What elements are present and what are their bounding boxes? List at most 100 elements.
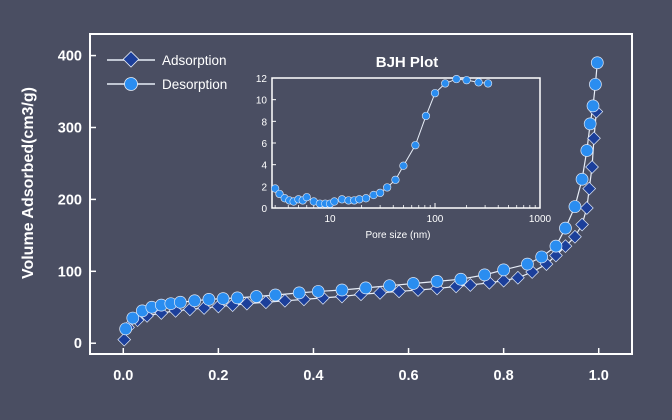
inset-point <box>391 175 400 184</box>
adsorption-point <box>259 295 273 310</box>
adsorption-point <box>373 286 387 300</box>
x-tick-label: 0.4 <box>303 368 323 384</box>
legend: Adsorption Desorption <box>107 50 227 92</box>
desorption-point <box>292 286 306 300</box>
desorption-point <box>535 250 549 264</box>
legend-item-adsorption: Adsorption <box>107 50 227 68</box>
desorption-point <box>231 291 244 305</box>
legend-item-desorption: Desorption <box>107 77 227 92</box>
inset-series <box>271 74 493 208</box>
desorption-point <box>250 290 263 303</box>
inset-point <box>452 74 461 84</box>
desorption-point <box>454 272 468 286</box>
desorption-point <box>359 281 373 295</box>
inset-plot: BJH Plot 10 100 1000 0 2 4 6 8 10 12 Pore size (n… <box>256 54 552 241</box>
inset-point <box>275 189 284 199</box>
inset-point <box>271 184 280 193</box>
legend-label-desorption: Desorption <box>162 77 227 92</box>
desorption-point <box>568 200 582 213</box>
inset-y-tick-label: 8 <box>261 117 267 128</box>
inset-point <box>441 79 450 88</box>
legend-label-adsorption: Adsorption <box>162 53 227 68</box>
desorption-point <box>119 322 133 336</box>
inset-y-tick-label: 10 <box>256 96 268 107</box>
inset-point <box>483 79 493 88</box>
inset-y-tick-label: 0 <box>261 204 267 215</box>
desorption-point <box>188 294 201 308</box>
diamond-marker-icon <box>122 50 140 68</box>
adsorption-point <box>558 239 573 253</box>
desorption-point <box>590 56 604 70</box>
adsorption-point <box>568 229 582 244</box>
desorption-point <box>589 77 602 91</box>
y-axis-label: Volume Adsorbed(cm3/g) <box>20 87 37 279</box>
desorption-point <box>269 288 282 302</box>
circle-marker-icon <box>124 77 138 91</box>
inset-point <box>355 195 364 204</box>
y-tick-label: 100 <box>58 264 82 280</box>
inset-y-tick-label: 6 <box>261 139 267 150</box>
desorption-point <box>335 283 349 297</box>
inset-y-tick-label: 4 <box>261 161 267 172</box>
inset-axes: 10 100 1000 0 2 4 6 8 10 12 <box>256 74 552 225</box>
inset-point <box>302 193 311 202</box>
desorption-point <box>575 172 589 186</box>
inset-x-tick-label: 100 <box>427 214 444 225</box>
adsorption-point <box>511 270 525 285</box>
inset-point <box>411 141 420 150</box>
inset-point <box>361 194 371 203</box>
desorption-point <box>126 311 140 325</box>
inset-point <box>474 78 483 87</box>
inset-x-axis-label: Pore size (nm) <box>365 230 430 241</box>
adsorption-point <box>582 181 597 196</box>
inset-y-tick-label: 12 <box>256 74 268 85</box>
inset-point <box>383 183 392 192</box>
desorption-point <box>586 99 600 113</box>
y-tick-label: 400 <box>58 49 82 65</box>
adsorption-point <box>117 332 132 347</box>
adsorption-point <box>579 201 594 215</box>
desorption-point <box>173 295 187 309</box>
desorption-point <box>559 221 572 235</box>
desorption-point <box>583 117 597 131</box>
desorption-point <box>383 279 396 293</box>
desorption-point <box>580 144 594 157</box>
x-tick-label: 0.0 <box>113 368 133 384</box>
adsorption-point <box>392 284 406 299</box>
y-tick-label: 0 <box>74 336 82 352</box>
inset-point <box>430 89 440 98</box>
desorption-point <box>311 285 325 298</box>
y-tick-label: 200 <box>58 192 82 208</box>
inset-point <box>421 111 431 121</box>
inset-plot-frame <box>271 77 541 209</box>
inset-point <box>330 197 339 206</box>
desorption-point <box>216 292 230 305</box>
desorption-point <box>202 292 216 306</box>
desorption-point <box>497 263 510 277</box>
desorption-point <box>521 257 534 271</box>
inset-point <box>399 161 408 170</box>
inset-point <box>376 188 385 197</box>
inset-x-tick-label: 1000 <box>529 214 552 225</box>
inset-series-line <box>274 78 489 205</box>
desorption-point <box>549 239 563 253</box>
desorption-point <box>478 268 491 282</box>
main-series <box>117 56 604 347</box>
x-tick-label: 0.2 <box>208 368 228 384</box>
inset-y-tick-label: 2 <box>261 182 267 193</box>
adsorption-point <box>278 293 292 308</box>
adsorption-point <box>587 131 601 146</box>
desorption-point <box>406 277 420 290</box>
y-tick-label: 300 <box>58 120 82 136</box>
inset-point <box>462 76 471 85</box>
adsorption-point <box>585 160 599 174</box>
adsorption-point <box>240 296 254 311</box>
main-plot-frame <box>89 33 633 355</box>
adsorption-point <box>496 273 511 288</box>
x-tick-label: 1.0 <box>589 368 609 384</box>
x-tick-label: 0.8 <box>494 368 514 384</box>
adsorption-point <box>549 248 563 263</box>
